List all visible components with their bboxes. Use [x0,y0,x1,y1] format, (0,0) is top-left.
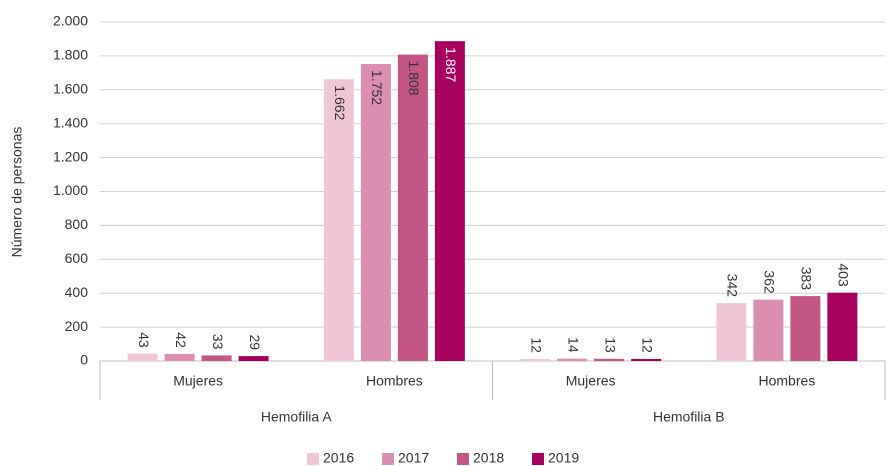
bar [434,41,465,361]
y-tick-label: 200 [65,318,89,334]
y-tick-label: 1.600 [53,81,88,97]
y-tick-label: 2.000 [53,13,88,29]
bar [201,355,232,361]
value-label: 42 [173,332,189,348]
value-label: 12 [639,337,655,353]
value-label: 342 [725,274,741,298]
y-axis-label: Número de personas [9,127,25,258]
bar [827,292,858,361]
value-label: 12 [528,337,544,353]
value-label: 1.662 [332,85,348,120]
legend-swatch [307,453,319,465]
y-tick-label: 600 [65,250,89,266]
bar [323,79,354,361]
value-label: 29 [247,335,263,351]
value-label: 13 [602,337,618,353]
value-label: 43 [136,332,152,348]
bar [397,54,428,361]
value-label: 362 [762,270,778,294]
bar [753,299,784,361]
y-tick-label: 400 [65,284,89,300]
legend-swatch [532,453,544,465]
bar [238,356,269,361]
value-label: 1.752 [369,70,385,105]
legend-label: 2016 [323,450,354,466]
x-tick-label: Hombres [366,373,423,389]
value-label: 403 [836,263,852,287]
bar [631,358,662,361]
x-tick-label: Hombres [758,373,815,389]
legend-label: 2017 [398,450,429,466]
x-tick-label: Mujeres [173,373,223,389]
value-label: 383 [799,267,815,291]
value-label: 33 [210,334,226,350]
group-label: Hemofilia A [261,409,332,425]
x-tick-label: Mujeres [566,373,616,389]
bar [557,358,588,361]
y-tick-label: 0 [80,352,88,368]
value-label: 14 [565,337,581,353]
legend-label: 2018 [473,450,504,466]
bar [360,64,391,361]
legend-swatch [457,453,469,465]
y-tick-label: 1.800 [53,47,88,63]
y-tick-label: 1.000 [53,182,88,198]
bar [594,358,625,361]
bar [164,353,195,361]
bar [520,358,551,361]
value-label: 1.808 [406,61,422,96]
legend-swatch [382,453,394,465]
bar [127,353,158,361]
bar [790,296,821,361]
legend-label: 2019 [548,450,579,466]
y-tick-label: 800 [65,216,89,232]
group-label: Hemofilia B [653,409,725,425]
bar [716,303,747,361]
y-tick-label: 1.200 [53,148,88,164]
value-label: 1.887 [443,47,459,82]
y-tick-label: 1.400 [53,114,88,130]
